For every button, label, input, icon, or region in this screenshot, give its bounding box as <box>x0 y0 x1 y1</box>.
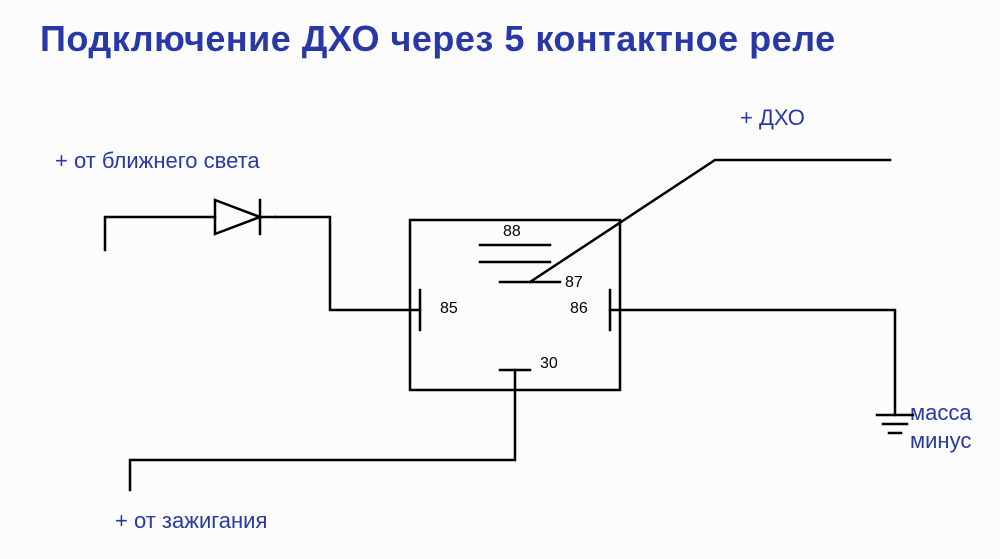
diode-icon <box>215 200 275 234</box>
wire-86-to-ground <box>610 310 895 415</box>
wire-near-light <box>105 217 215 250</box>
wire-30-to-ignition <box>130 370 515 490</box>
ground-icon <box>877 415 913 433</box>
schematic-svg <box>0 0 1000 559</box>
wire-diode-to-85 <box>275 217 420 310</box>
